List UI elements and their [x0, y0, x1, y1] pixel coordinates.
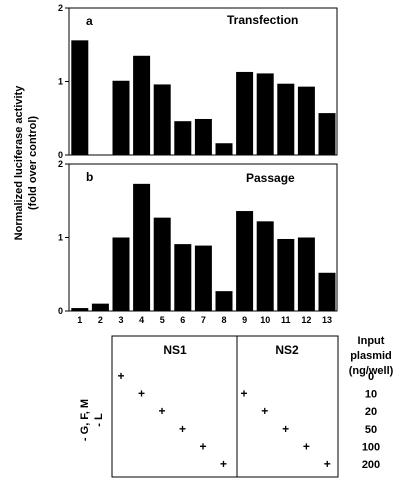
panel-a-title: Transfection [227, 13, 298, 27]
ns2-plus-50: + [282, 422, 289, 436]
panel-b-bar-9 [236, 211, 254, 311]
panel-a-bars [71, 40, 336, 156]
panel-b: 0 1 2 b Passage [58, 159, 338, 316]
x-tick-label-11: 11 [281, 315, 291, 325]
panel-a: 0 1 2 a Transfection [58, 3, 338, 160]
input-label-3: (ng/well) [349, 365, 394, 377]
panel-a-bar-1 [71, 40, 89, 156]
panel-b-bar-12 [297, 237, 315, 311]
panel-b-y-ticks: 0 1 2 [58, 159, 69, 316]
panel-a-bar-12 [297, 86, 315, 155]
input-label-2: plasmid [350, 350, 392, 362]
panel-b-bars [71, 183, 336, 311]
panel-b-bar-7 [194, 245, 212, 311]
x-tick-label-10: 10 [260, 315, 270, 325]
ns2-marks: + + + + + [240, 387, 330, 471]
dose-label-50: 50 [365, 424, 377, 436]
x-tick-label-6: 6 [180, 315, 185, 325]
panel-b-title: Passage [246, 171, 295, 185]
group-ns1: NS1 [163, 343, 187, 357]
ns1-plus-20: + [158, 404, 165, 418]
ns1-plus-10: + [138, 387, 145, 401]
ns2-plus-200: + [324, 457, 331, 471]
panel-b-bar-10 [256, 221, 274, 311]
panel-a-y-tick-label-1: 1 [58, 77, 63, 87]
dose-labels: 0 10 20 50 100 200 [362, 371, 380, 471]
table-frame [111, 335, 339, 478]
panel-a-y-tick-label-0: 0 [58, 150, 63, 160]
panel-a-y-tick-label-2: 2 [58, 3, 63, 13]
panel-b-bar-11 [277, 238, 295, 311]
x-tick-label-4: 4 [139, 315, 144, 325]
x-tick-label-13: 13 [322, 315, 332, 325]
plasmid-table: NS1 NS2 + + + + + + + + + + + - G, F, M - L Input… [79, 335, 394, 478]
x-tick-label-3: 3 [118, 315, 123, 325]
panel-b-label: b [86, 170, 93, 184]
ns2-plus-10: + [240, 387, 247, 401]
x-tick-label-7: 7 [201, 315, 206, 325]
panel-b-y-tick-label-0: 0 [58, 306, 63, 316]
group-ns2: NS2 [275, 343, 299, 357]
dose-label-100: 100 [362, 441, 380, 453]
dose-label-10: 10 [365, 389, 377, 401]
panel-a-label: a [86, 14, 93, 28]
panel-a-bar-8 [215, 143, 233, 155]
dose-label-0: 0 [368, 371, 374, 383]
row-label-l: - L [93, 413, 105, 427]
dose-label-200: 200 [362, 459, 380, 471]
panel-b-y-tick-label-2: 2 [58, 159, 63, 169]
ns1-plus-200: + [220, 457, 227, 471]
panel-b-bar-8 [215, 291, 233, 311]
panel-b-y-tick-label-1: 1 [58, 233, 63, 243]
panel-a-bar-5 [153, 84, 171, 155]
x-tick-label-2: 2 [98, 315, 103, 325]
panel-a-bar-9 [236, 71, 254, 155]
panel-b-bar-13 [318, 272, 336, 311]
ns2-plus-20: + [261, 404, 268, 418]
input-label-1: Input [358, 335, 385, 347]
x-tick-label-12: 12 [301, 315, 311, 325]
dose-label-20: 20 [365, 406, 377, 418]
x-tick-label-1: 1 [77, 315, 82, 325]
panel-b-bar-2 [91, 303, 109, 311]
x-tick-label-8: 8 [221, 315, 226, 325]
panel-b-bar-5 [153, 217, 171, 311]
row-label-gfm: - G, F, M [79, 399, 91, 441]
panel-b-bar-4 [133, 183, 151, 311]
ns1-marks: + + + + + + [117, 369, 227, 471]
ns2-plus-100: + [303, 439, 310, 453]
panel-b-bar-6 [174, 244, 192, 311]
panel-a-bar-11 [277, 83, 295, 155]
panel-a-bar-10 [256, 73, 274, 155]
ns1-plus-50: + [179, 422, 186, 436]
row-labels: - G, F, M - L [79, 399, 105, 441]
panel-a-bar-4 [133, 55, 151, 155]
y-axis-label-line2: (fold over control) [27, 116, 39, 210]
panel-b-bar-1 [71, 308, 89, 311]
ns1-plus-100: + [199, 439, 206, 453]
panel-a-bar-3 [112, 80, 130, 155]
panel-a-bar-7 [194, 118, 212, 155]
panel-a-bar-6 [174, 121, 192, 155]
panel-b-bar-3 [112, 237, 130, 311]
x-tick-labels: 1 2 3 4 5 6 7 8 9 10 11 12 13 [77, 315, 332, 325]
x-tick-label-5: 5 [160, 315, 165, 325]
y-axis-label: Normalized luciferase activity (fold ove… [13, 85, 39, 241]
y-axis-label-line1: Normalized luciferase activity [13, 85, 25, 241]
panel-a-bar-13 [318, 113, 336, 155]
x-tick-label-9: 9 [242, 315, 247, 325]
panel-a-y-ticks: 0 1 2 [58, 3, 69, 160]
ns1-plus-0: + [117, 369, 124, 383]
